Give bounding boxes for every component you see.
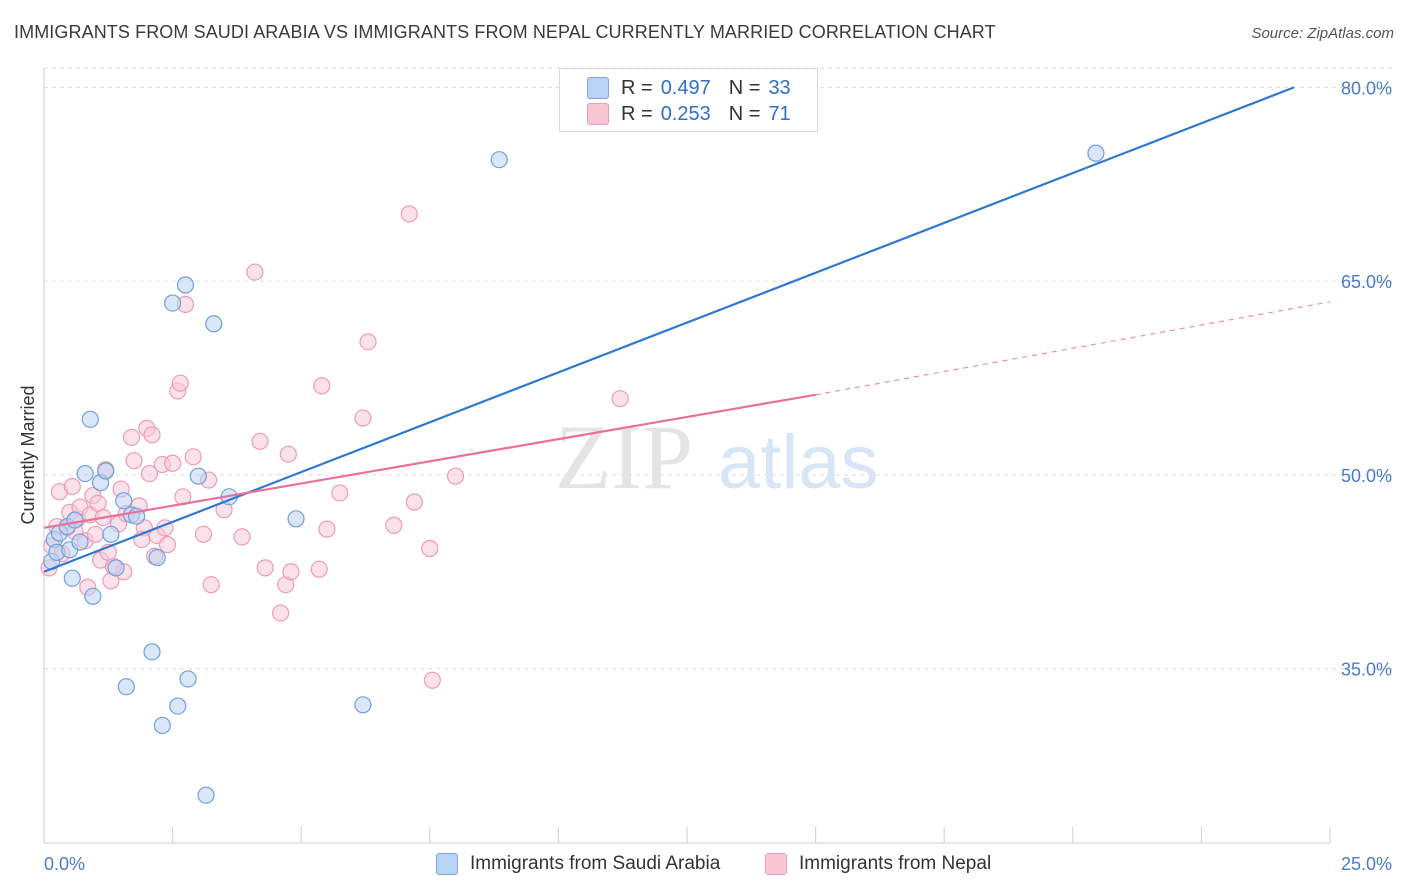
nepal-point [423,671,441,689]
saudi-arabia-point [189,467,207,485]
nepal-point [164,454,182,472]
bottom-legend-swatch-pink [765,853,787,875]
nepal-trend-extension [815,301,1331,396]
nepal-point [385,516,403,534]
bottom-legend-swatch-blue [436,853,458,875]
saudi-arabia-point [107,559,125,577]
x-tick-label: 0.0% [44,854,85,874]
legend-r-label: R = [621,102,653,125]
saudi-arabia-point [76,464,94,483]
legend-r-label: R = [621,76,653,99]
nepal-trend-line [43,393,816,529]
nepal-point [359,333,377,351]
nepal-point [63,477,81,496]
chart-title: IMMIGRANTS FROM SAUDI ARABIA VS IMMIGRAN… [14,22,996,42]
nepal-point [122,428,141,447]
nepal-point [405,493,423,511]
saudi-arabia-point [143,643,161,661]
nepal-point [282,563,300,581]
saudi-arabia-point [66,511,84,529]
nepal-point [611,390,629,408]
x-tick-label: 25.0% [1341,854,1392,874]
saudi-arabia-points [43,144,1105,804]
nepal-point [184,448,202,466]
nepal-point [233,528,251,546]
legend-swatch-pink [587,103,609,125]
bottom-legend-nepal: Immigrants from Nepal [765,851,991,877]
saudi-arabia-point [115,492,133,510]
nepal-point [89,494,107,512]
legend-row-nepal: R = 0.253 N = 71 [587,102,791,126]
saudi-arabia-point [164,294,182,312]
legend-swatch-blue [587,77,609,99]
y-axis-title: Currently Married [18,385,38,524]
x-tick-labels: 0.0% 25.0% [44,854,1392,874]
watermark-zip: ZIP [555,406,693,508]
x-ticks [43,827,1331,843]
bottom-legend-saudi-arabia: Immigrants from Saudi Arabia [436,851,720,877]
nepal-point [446,467,465,485]
legend-n-value: 33 [768,76,791,99]
legend-r-value: 0.497 [660,76,711,99]
saudi-arabia-point [81,410,99,428]
legend-n-label: N = [728,76,761,99]
nepal-point [158,536,177,554]
y-tick-label: 80.0% [1341,78,1392,98]
y-tick-label: 50.0% [1341,466,1392,486]
bottom-legend-label: Immigrants from Nepal [799,853,992,874]
nepal-point [125,452,143,470]
nepal-point [194,525,213,543]
y-tick-label: 65.0% [1341,272,1392,292]
saudi-arabia-point [197,786,215,804]
nepal-point [400,205,418,223]
nepal-point [318,520,336,538]
saudi-arabia-point [102,525,120,543]
saudi-arabia-point [169,697,187,715]
nepal-point [354,409,372,427]
nepal-point [272,604,290,622]
bottom-legend-label: Immigrants from Saudi Arabia [470,853,721,874]
saudi-arabia-point [97,462,115,480]
nepal-point [256,559,274,577]
trend-lines [43,86,1331,573]
saudi-arabia-point [148,548,166,567]
saudi-arabia-point [354,696,372,714]
saudi-arabia-point [179,670,197,688]
saudi-arabia-point [287,510,305,528]
nepal-point [202,576,220,594]
nepal-point [246,263,264,281]
saudi-arabia-point [490,151,508,169]
chart-source: Source: ZipAtlas.com [1251,25,1394,42]
nepal-point [313,377,331,395]
saudi-arabia-point [1087,144,1105,162]
nepal-point [331,484,349,502]
nepal-point [86,525,105,543]
nepal-points [40,205,629,689]
nepal-point [171,374,189,392]
legend-row-saudi-arabia: R = 0.497 N = 33 [587,76,791,100]
watermark: ZIP atlas [555,406,879,508]
nepal-point [143,426,161,444]
nepal-point [310,560,328,578]
watermark-atlas: atlas [718,420,879,505]
nepal-point [251,432,269,450]
saudi-arabia-point [117,678,135,696]
nepal-point [421,539,439,558]
nepal-point [279,445,297,463]
legend-n-label: N = [728,102,761,125]
saudi-arabia-point [71,533,89,551]
y-tick-labels: 35.0% 50.0% 65.0% 80.0% [1341,78,1392,679]
nepal-point [140,464,159,483]
y-tick-label: 35.0% [1341,660,1392,680]
legend-n-value: 71 [768,102,791,125]
correlation-legend: R = 0.497 N = 33 R = 0.253 N = 71 [559,68,818,132]
saudi-arabia-point [153,716,171,735]
gridlines [44,67,1392,670]
saudi-arabia-point [176,276,195,294]
saudi-arabia-point [84,587,102,605]
saudi-arabia-point [205,315,223,333]
saudi-arabia-point [63,569,81,587]
legend-r-value: 0.253 [660,102,711,125]
